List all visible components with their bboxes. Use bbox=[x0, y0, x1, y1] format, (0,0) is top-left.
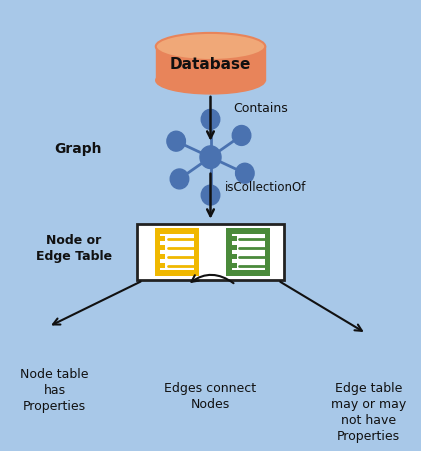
Bar bbox=[160, 235, 194, 271]
Circle shape bbox=[167, 132, 185, 152]
Circle shape bbox=[201, 186, 220, 206]
Text: Edge table
may or may
not have
Properties: Edge table may or may not have Propertie… bbox=[331, 381, 406, 442]
Bar bbox=[232, 236, 237, 242]
Bar bbox=[232, 263, 237, 269]
Circle shape bbox=[236, 164, 254, 184]
FancyBboxPatch shape bbox=[137, 225, 284, 281]
Bar bbox=[160, 254, 165, 260]
Text: Graph: Graph bbox=[55, 142, 102, 156]
Bar bbox=[156, 47, 265, 81]
Text: Edges connect
Nodes: Edges connect Nodes bbox=[165, 381, 256, 410]
Bar bbox=[232, 245, 237, 251]
Bar bbox=[226, 229, 271, 276]
Circle shape bbox=[200, 147, 221, 169]
Text: isCollectionOf: isCollectionOf bbox=[225, 181, 306, 193]
Text: Node or
Edge Table: Node or Edge Table bbox=[36, 234, 112, 262]
Bar bbox=[155, 229, 199, 276]
Ellipse shape bbox=[156, 68, 265, 95]
Bar bbox=[232, 254, 237, 260]
Bar bbox=[160, 236, 165, 242]
Text: Node table
has
Properties: Node table has Properties bbox=[21, 368, 89, 413]
Bar bbox=[232, 235, 265, 271]
Circle shape bbox=[170, 170, 189, 189]
Circle shape bbox=[201, 110, 220, 130]
Bar bbox=[160, 245, 165, 251]
Bar bbox=[160, 263, 165, 269]
Text: Database: Database bbox=[170, 57, 251, 72]
Circle shape bbox=[232, 126, 251, 146]
Ellipse shape bbox=[156, 34, 265, 61]
Text: Contains: Contains bbox=[234, 102, 288, 115]
